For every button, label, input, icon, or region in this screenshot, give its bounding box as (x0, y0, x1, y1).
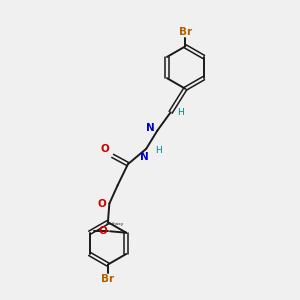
Text: O: O (99, 226, 108, 236)
Text: H: H (156, 146, 162, 155)
Text: H: H (177, 108, 184, 117)
Text: N: N (140, 152, 149, 162)
Text: Br: Br (101, 274, 115, 284)
Text: O: O (101, 144, 110, 154)
Text: methoxy: methoxy (106, 222, 124, 226)
Text: Br: Br (179, 27, 192, 37)
Text: O: O (98, 199, 106, 208)
Text: N: N (146, 123, 155, 133)
